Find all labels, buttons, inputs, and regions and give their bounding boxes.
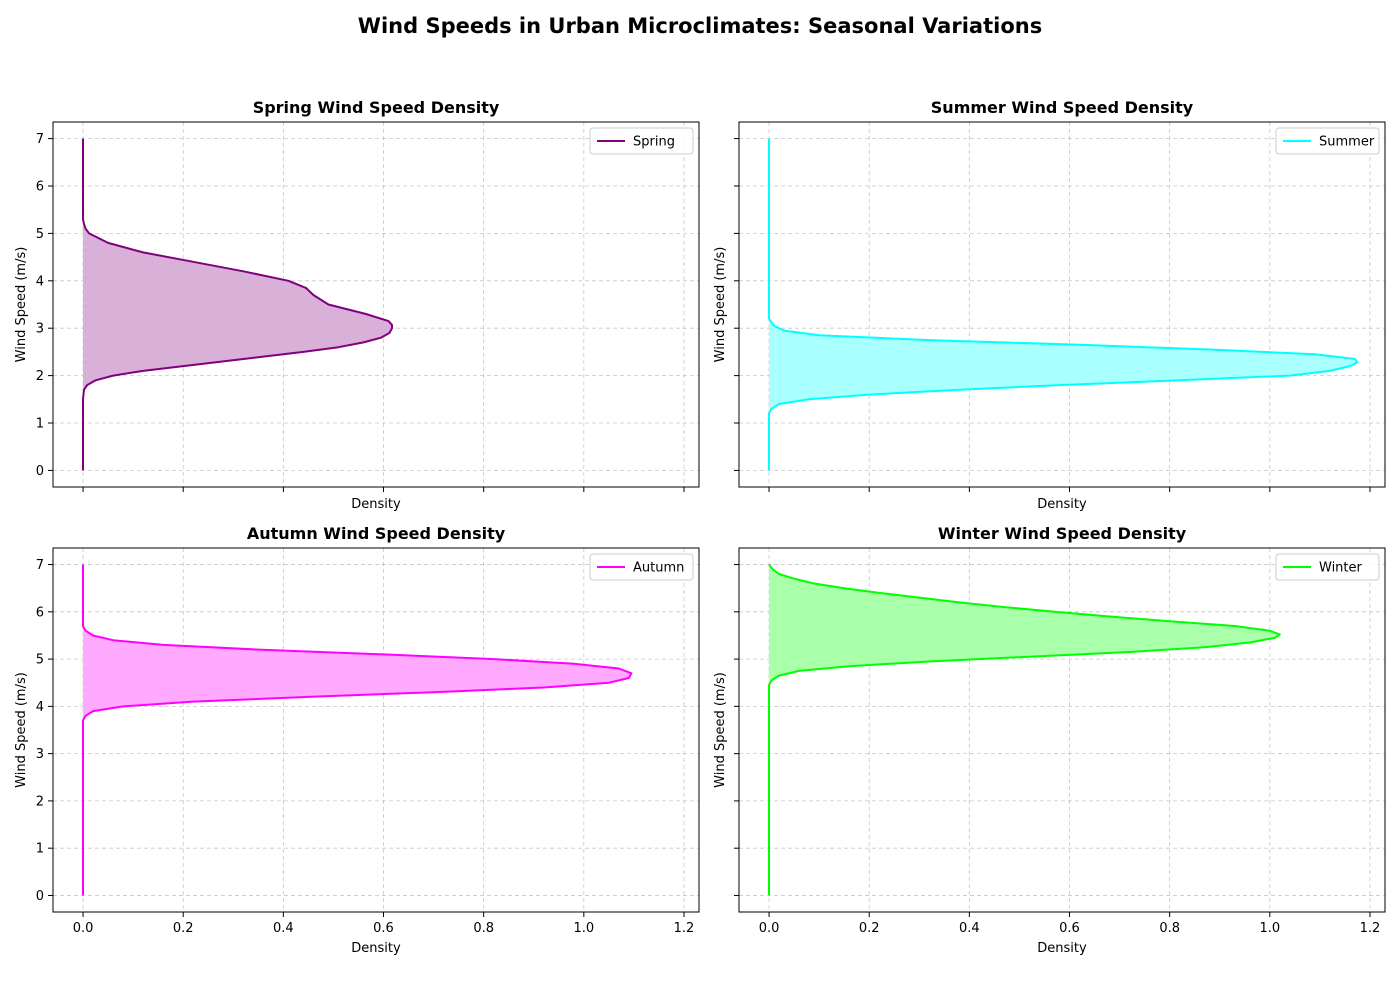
y-tick-label: 0 bbox=[36, 464, 44, 479]
summer-density-fill bbox=[769, 138, 1358, 471]
winter-density-chart: 0.0 0.2 0.4 0.6 0.8 1.0 1.2 Winter Wind Speed D… bbox=[713, 524, 1386, 956]
y-axis-label: Wind Speed (m/s) bbox=[713, 672, 728, 788]
subplot-title: Summer Wind Speed Density bbox=[931, 98, 1194, 117]
x-tick-label: 0.4 bbox=[959, 921, 980, 936]
subplot-title: Spring Wind Speed Density bbox=[253, 98, 500, 117]
x-tick-label: 0.0 bbox=[73, 921, 94, 936]
x-tick-label: 0.4 bbox=[273, 921, 294, 936]
x-axis-label: Density bbox=[351, 497, 401, 512]
x-tick-label: 0.8 bbox=[473, 921, 494, 936]
spring-density-line bbox=[82, 138, 393, 471]
y-tick-label: 3 bbox=[36, 322, 44, 337]
y-tick-label: 6 bbox=[36, 179, 44, 194]
autumn-density-chart: 0.0 0.2 0.4 0.6 0.8 1.0 1.2 0 1 2 3 4 5 6 7 Autumn Wind… bbox=[14, 524, 700, 956]
y-tick-label: 1 bbox=[36, 842, 44, 857]
y-tick-label: 4 bbox=[36, 700, 44, 715]
x-tick-label: 0.2 bbox=[859, 921, 880, 936]
x-tick-label: 0.0 bbox=[759, 921, 780, 936]
spring-density-chart: 0 1 2 3 4 5 6 7 Spring Wind Speed Density Density… bbox=[14, 98, 700, 512]
x-tick-label: 1.2 bbox=[674, 921, 695, 936]
y-tick-label: 7 bbox=[36, 132, 44, 147]
y-tick-label: 2 bbox=[36, 369, 44, 384]
summer-density-chart: Summer Wind Speed Density Density Wind Spe… bbox=[713, 98, 1386, 512]
x-axis-label: Density bbox=[1037, 941, 1087, 956]
autumn-density-fill bbox=[83, 564, 632, 896]
x-axis-label: Density bbox=[351, 941, 401, 956]
legend-label: Winter bbox=[1319, 561, 1363, 576]
y-tick-label: 7 bbox=[36, 558, 44, 573]
legend-label: Summer bbox=[1319, 135, 1375, 150]
winter-density-line bbox=[768, 563, 1281, 896]
axes-frame bbox=[52, 121, 700, 488]
x-axis-label: Density bbox=[1037, 497, 1087, 512]
y-tick-label: 2 bbox=[36, 794, 44, 809]
autumn-density-line bbox=[82, 564, 633, 896]
y-axis-label: Wind Speed (m/s) bbox=[713, 247, 728, 363]
y-axis-label: Wind Speed (m/s) bbox=[14, 672, 29, 788]
x-tick-label: 0.6 bbox=[373, 921, 394, 936]
summer-density-line bbox=[768, 138, 1359, 471]
y-tick-label: 5 bbox=[36, 227, 44, 242]
legend-box bbox=[1275, 127, 1380, 155]
y-axis-label: Wind Speed (m/s) bbox=[14, 247, 29, 363]
axes-frame bbox=[738, 547, 1386, 913]
y-tick-label: 5 bbox=[36, 653, 44, 668]
x-tick-label: 0.6 bbox=[1059, 921, 1080, 936]
axes-frame bbox=[738, 121, 1386, 488]
spring-density-fill bbox=[83, 138, 392, 471]
legend-label: Autumn bbox=[633, 561, 684, 576]
x-tick-label: 0.2 bbox=[173, 921, 194, 936]
y-tick-label: 0 bbox=[36, 889, 44, 904]
subplot-title: Autumn Wind Speed Density bbox=[247, 524, 506, 543]
figure-title: Wind Speeds in Urban Microclimates: Seas… bbox=[357, 14, 1043, 38]
y-tick-label: 1 bbox=[36, 417, 44, 432]
x-tick-label: 1.0 bbox=[1259, 921, 1280, 936]
subplot-title: Winter Wind Speed Density bbox=[938, 524, 1187, 543]
legend-label: Spring bbox=[633, 135, 675, 150]
winter-density-fill bbox=[769, 564, 1280, 896]
legend-box bbox=[1275, 553, 1380, 581]
y-tick-label: 4 bbox=[36, 274, 44, 289]
x-tick-label: 0.8 bbox=[1159, 921, 1180, 936]
y-tick-label: 3 bbox=[36, 747, 44, 762]
legend-box bbox=[589, 553, 694, 581]
x-tick-label: 1.2 bbox=[1360, 921, 1381, 936]
legend-box bbox=[589, 127, 694, 155]
x-tick-label: 1.0 bbox=[573, 921, 594, 936]
axes-frame bbox=[52, 547, 700, 913]
y-tick-label: 6 bbox=[36, 605, 44, 620]
